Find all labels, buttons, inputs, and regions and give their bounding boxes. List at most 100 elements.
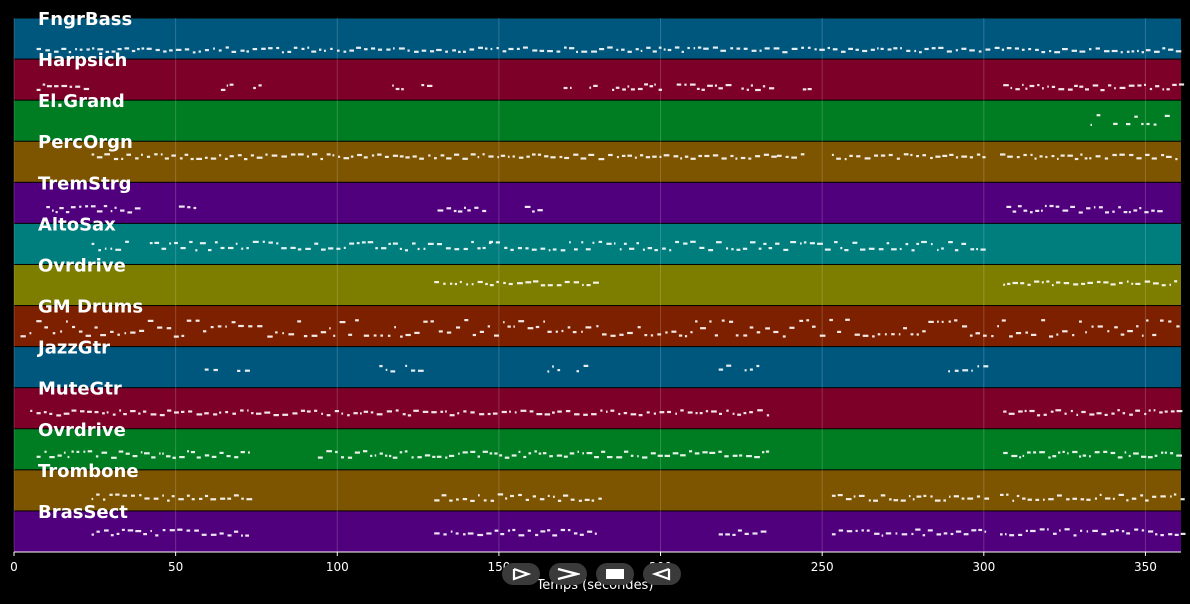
note-mark — [79, 205, 82, 208]
note-mark — [354, 451, 360, 454]
note-mark — [836, 157, 841, 160]
note-mark — [149, 242, 153, 245]
note-mark — [756, 331, 761, 334]
note-mark — [134, 207, 141, 210]
note-mark — [812, 325, 816, 328]
note-mark — [500, 533, 505, 536]
note-mark — [250, 154, 254, 157]
note-mark — [961, 155, 968, 158]
note-mark — [489, 284, 494, 287]
note-mark — [248, 451, 250, 454]
play-button[interactable] — [502, 563, 540, 585]
note-mark — [1039, 451, 1045, 454]
note-mark — [547, 370, 550, 373]
note-mark — [418, 369, 424, 372]
note-mark — [1111, 49, 1118, 53]
note-mark — [116, 532, 120, 535]
note-mark — [1151, 209, 1155, 212]
note-mark — [436, 455, 442, 458]
note-mark — [1074, 157, 1079, 161]
note-mark — [44, 326, 48, 329]
note-mark — [220, 497, 226, 500]
note-mark — [495, 241, 500, 244]
note-mark — [1020, 282, 1025, 285]
note-mark — [1149, 87, 1153, 91]
note-mark — [69, 85, 73, 88]
note-mark — [102, 412, 105, 415]
note-mark — [428, 154, 431, 157]
note-mark — [227, 534, 232, 537]
note-mark — [709, 451, 716, 454]
note-mark — [1169, 283, 1171, 286]
note-mark — [1029, 84, 1035, 88]
note-mark — [219, 154, 222, 157]
note-mark — [819, 48, 825, 51]
note-mark — [914, 49, 917, 53]
note-mark — [1133, 209, 1138, 212]
note-mark — [347, 414, 350, 417]
note-mark — [389, 454, 392, 458]
note-mark — [645, 156, 651, 159]
note-mark — [474, 206, 479, 209]
note-mark — [563, 494, 569, 497]
note-mark — [725, 533, 730, 536]
fast-forward-button[interactable] — [549, 563, 587, 585]
note-mark — [293, 46, 298, 49]
note-mark — [687, 46, 690, 50]
note-mark — [96, 493, 100, 496]
stop-button[interactable] — [596, 563, 634, 585]
note-mark — [229, 155, 234, 158]
note-mark — [1124, 451, 1127, 454]
note-mark — [179, 456, 185, 459]
note-mark — [115, 248, 122, 251]
note-mark — [1089, 48, 1092, 51]
note-mark — [681, 50, 684, 53]
note-mark — [916, 495, 922, 498]
x-tick-label: 300 — [972, 560, 995, 574]
note-mark — [602, 333, 607, 336]
note-mark — [91, 533, 94, 536]
note-mark — [1035, 209, 1040, 212]
note-mark — [208, 249, 212, 252]
stop-icon — [606, 569, 624, 579]
note-mark — [454, 153, 460, 156]
note-mark — [743, 334, 748, 337]
note-mark — [290, 153, 296, 156]
note-mark — [955, 49, 958, 52]
note-mark — [721, 319, 725, 322]
note-mark — [592, 241, 595, 244]
note-mark — [942, 154, 948, 157]
x-tick-label: 100 — [326, 560, 349, 574]
note-mark — [162, 494, 164, 497]
note-mark — [457, 210, 463, 213]
note-mark — [423, 247, 426, 250]
note-mark — [261, 47, 266, 50]
note-mark — [547, 50, 553, 53]
note-mark — [637, 326, 641, 329]
note-mark — [560, 249, 566, 252]
note-mark — [174, 411, 179, 414]
note-mark — [934, 499, 941, 502]
note-mark — [97, 48, 104, 51]
note-mark — [20, 335, 26, 338]
note-mark — [936, 533, 942, 536]
note-mark — [1041, 51, 1046, 54]
note-mark — [510, 494, 514, 498]
note-mark — [1178, 83, 1185, 86]
note-mark — [749, 411, 753, 414]
note-mark — [497, 156, 499, 159]
note-mark — [231, 50, 237, 53]
note-mark — [1104, 157, 1109, 160]
note-mark — [928, 320, 934, 323]
note-mark — [1070, 205, 1075, 208]
rewind-button[interactable] — [643, 563, 681, 585]
note-mark — [326, 153, 331, 156]
note-mark — [330, 47, 333, 50]
note-mark — [1067, 88, 1073, 91]
note-mark — [954, 369, 959, 372]
note-mark — [961, 47, 967, 50]
note-mark — [736, 248, 741, 251]
note-mark — [1154, 454, 1158, 457]
note-mark — [690, 83, 696, 86]
note-mark — [600, 409, 603, 412]
